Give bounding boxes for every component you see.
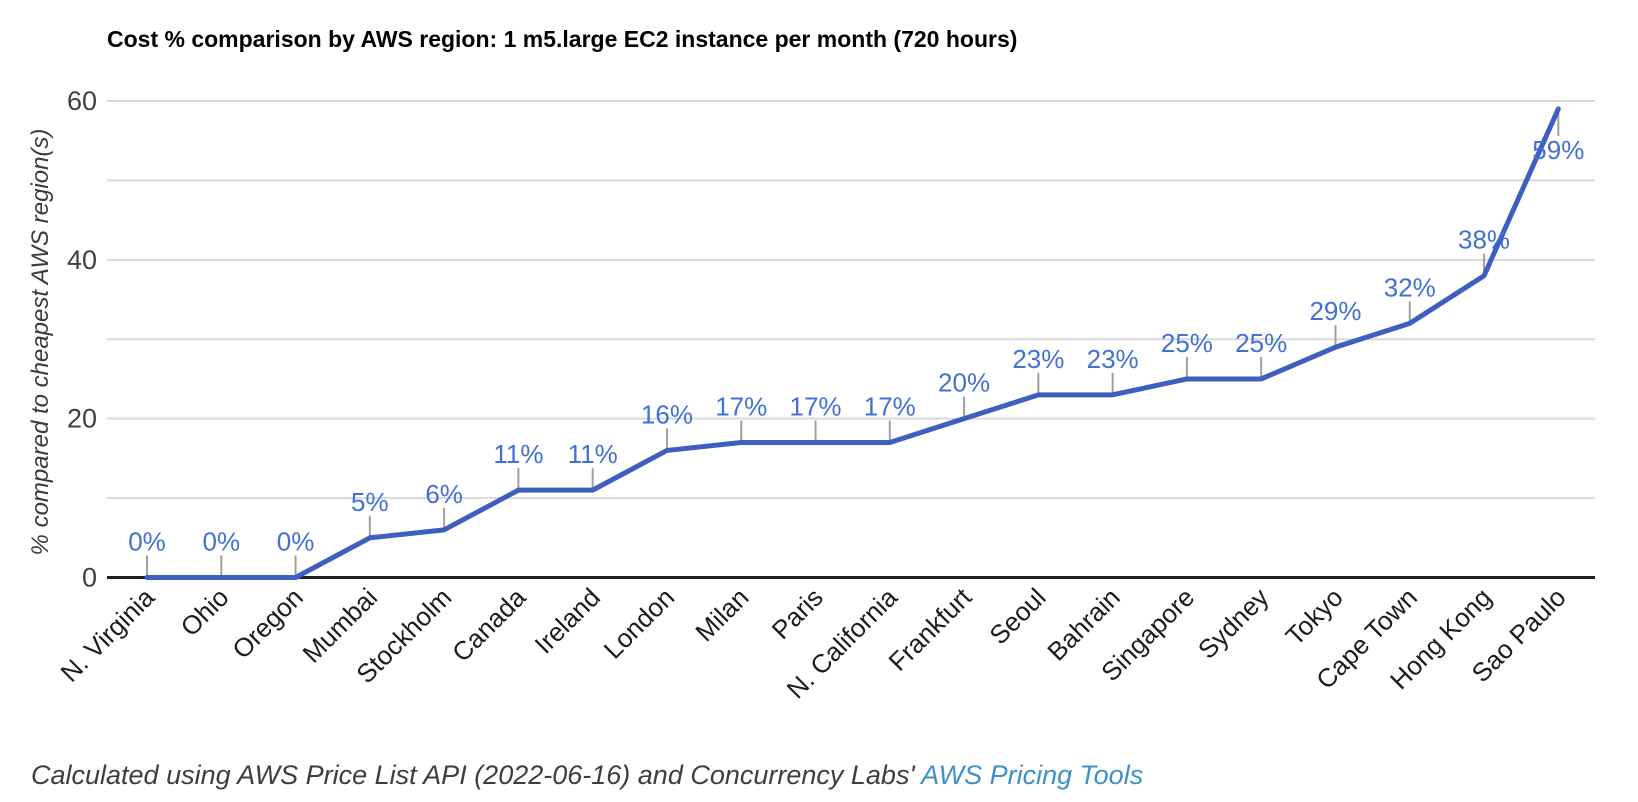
x-tick-label: Milan: [689, 582, 754, 647]
data-label: 38%: [1458, 225, 1510, 255]
y-tick-label: 0: [82, 563, 97, 593]
x-tick-label: Seoul: [983, 582, 1051, 650]
data-label: 23%: [1012, 344, 1064, 374]
x-tick-label: Ireland: [528, 582, 605, 659]
x-tick-label: Oregon: [226, 582, 309, 665]
data-label: 5%: [351, 487, 389, 517]
x-tick-label: London: [598, 582, 681, 665]
data-label: 0%: [202, 527, 240, 557]
data-label: 25%: [1161, 328, 1213, 358]
footer-text: Calculated using AWS Price List API (202…: [31, 760, 922, 790]
y-tick-label: 40: [67, 245, 97, 275]
y-tick-label: 60: [67, 86, 97, 116]
y-tick-label: 20: [67, 404, 97, 434]
x-tick-label: N. Virginia: [55, 582, 161, 688]
footer-note: Calculated using AWS Price List API (202…: [31, 760, 1143, 791]
data-label: 59%: [1532, 135, 1584, 165]
series-line: [144, 106, 1561, 580]
data-label: 17%: [715, 391, 767, 421]
x-tick-label: Paris: [766, 582, 829, 645]
footer-link[interactable]: AWS Pricing Tools: [921, 760, 1144, 790]
data-label: 23%: [1087, 344, 1139, 374]
data-label: 32%: [1384, 272, 1436, 302]
chart-title: Cost % comparison by AWS region: 1 m5.la…: [107, 26, 1018, 52]
x-tick-label: Canada: [446, 582, 532, 668]
data-label: 0%: [277, 527, 315, 557]
data-label: 29%: [1309, 296, 1361, 326]
data-label: 20%: [938, 368, 990, 398]
data-label: 11%: [568, 439, 618, 469]
data-label: 0%: [128, 527, 166, 557]
x-tick-label: Sydney: [1192, 582, 1275, 665]
x-tick-label: Ohio: [174, 582, 234, 642]
data-label: 6%: [425, 479, 463, 509]
data-label: 11%: [493, 439, 543, 469]
data-label: 16%: [641, 399, 693, 429]
data-label: 25%: [1235, 328, 1287, 358]
x-tick-label: Frankfurt: [883, 581, 978, 676]
data-label: 17%: [789, 391, 841, 421]
data-label: 17%: [864, 391, 916, 421]
x-tick-label: Tokyo: [1279, 582, 1348, 651]
